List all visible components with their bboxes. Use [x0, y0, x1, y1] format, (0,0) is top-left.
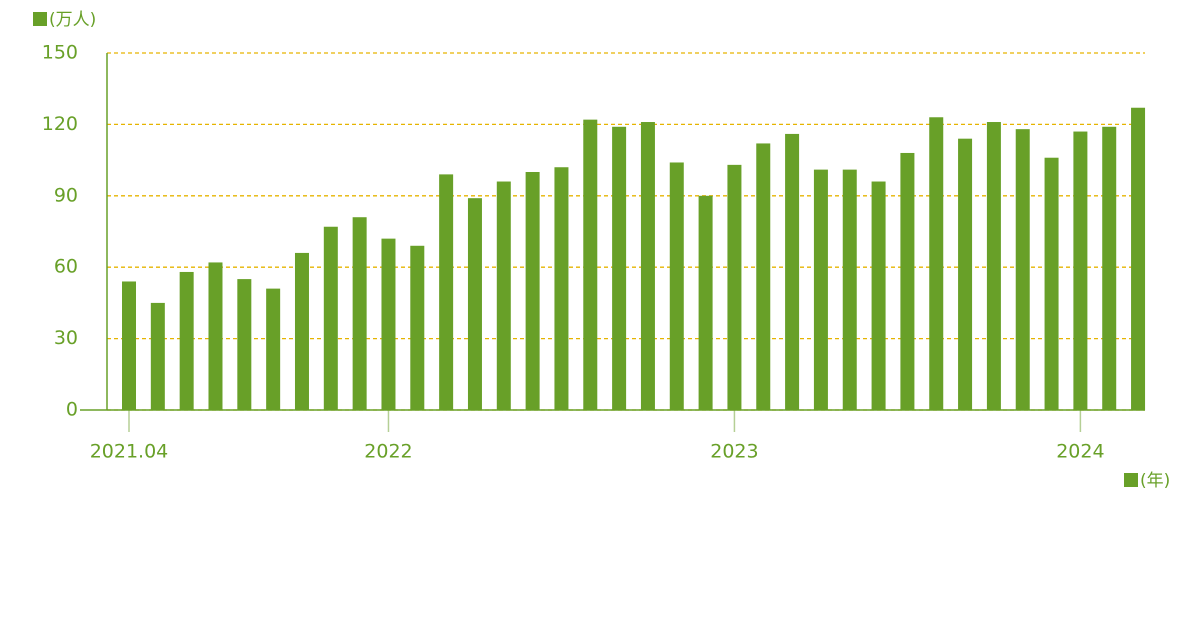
bar	[1044, 157, 1059, 410]
bar	[900, 152, 915, 410]
bar	[294, 252, 309, 410]
bar	[612, 126, 627, 410]
x-tick-label: 2021.04	[90, 441, 169, 463]
bar	[669, 162, 684, 410]
bar	[496, 181, 511, 410]
bar	[1073, 131, 1088, 411]
bar	[583, 119, 598, 410]
bar	[352, 217, 367, 410]
bar	[929, 117, 944, 410]
y-tick-label: 60	[54, 256, 78, 278]
bar	[208, 262, 223, 410]
bar	[381, 238, 396, 410]
bar	[871, 181, 886, 410]
bar	[266, 288, 281, 410]
bar	[323, 226, 338, 410]
x-tick-label: 2023	[710, 441, 758, 463]
x-axis-label: (年)	[1140, 471, 1170, 491]
bar	[525, 172, 540, 410]
bar	[122, 281, 136, 410]
bar	[554, 167, 569, 410]
legend-swatch	[33, 12, 47, 26]
y-tick-label: 0	[66, 399, 78, 421]
x-tick-label: 2024	[1056, 441, 1104, 463]
bar	[1015, 129, 1030, 410]
y-tick-label: 30	[54, 327, 78, 349]
bar	[986, 122, 1001, 411]
bar	[785, 133, 800, 411]
bar	[640, 122, 655, 411]
bar	[756, 143, 771, 410]
bar	[958, 138, 973, 410]
bar	[727, 164, 742, 410]
y-axis-label: (万人)	[49, 10, 96, 30]
x-tick-label: 2022	[364, 441, 412, 463]
bar	[237, 279, 252, 410]
bar	[842, 169, 857, 410]
bar	[467, 198, 482, 410]
y-tick-label: 90	[54, 184, 78, 206]
bar	[410, 245, 425, 410]
bar	[150, 302, 165, 410]
y-tick-label: 150	[42, 42, 78, 64]
y-tick-label: 120	[42, 113, 78, 135]
bar	[813, 169, 828, 410]
legend-swatch	[1124, 473, 1138, 487]
bar	[179, 271, 194, 410]
bar	[698, 195, 713, 410]
bar	[439, 174, 454, 410]
bar	[1102, 126, 1117, 410]
bar	[1131, 107, 1146, 411]
